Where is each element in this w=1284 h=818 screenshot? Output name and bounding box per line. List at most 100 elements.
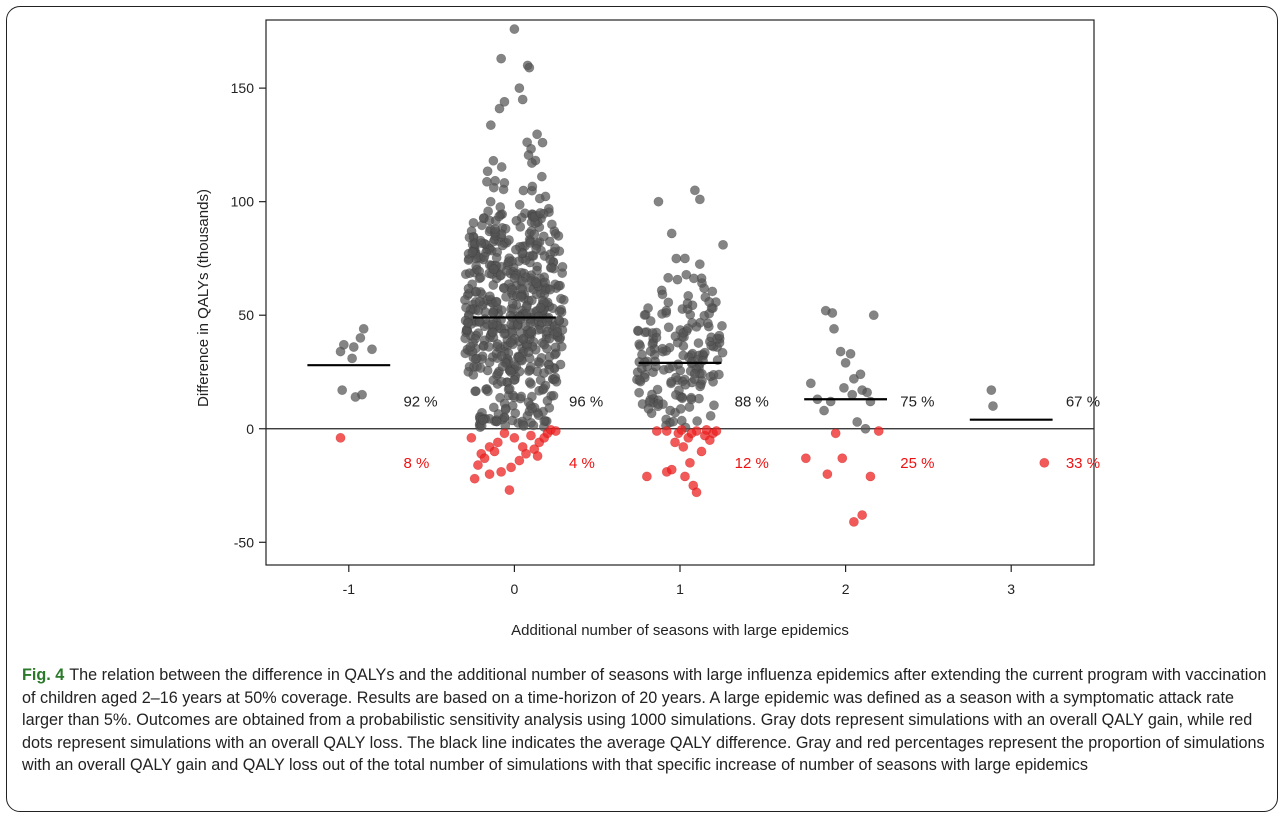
gain-point xyxy=(527,403,538,414)
gain-point xyxy=(518,421,529,431)
gain-point xyxy=(506,367,516,377)
gain-point xyxy=(533,410,544,421)
gain-point xyxy=(493,368,503,379)
gain-point xyxy=(699,283,709,294)
gain-point xyxy=(557,261,568,272)
loss-point xyxy=(822,469,833,480)
gain-point xyxy=(845,348,856,359)
gain-point xyxy=(496,162,507,172)
gain-percent-label: 75 % xyxy=(900,394,934,411)
loss-point xyxy=(711,426,722,436)
loss-point xyxy=(686,428,697,439)
gain-point xyxy=(692,416,703,426)
gain-point xyxy=(507,298,518,309)
gain-point xyxy=(518,333,529,344)
gain-point xyxy=(537,137,548,148)
loss-point xyxy=(680,471,690,482)
gain-point xyxy=(495,202,506,212)
gain-point xyxy=(478,414,488,425)
loss-point xyxy=(848,516,859,527)
gain-point xyxy=(470,333,481,344)
gain-point xyxy=(479,251,490,262)
plot-area: -50 0 50 100 150 -1 0 1 2 3 92 % 8 % 96 % 4 % 88 % 12 %… xyxy=(231,19,1100,597)
loss-point xyxy=(514,455,525,466)
loss-point xyxy=(517,442,528,452)
gain-point xyxy=(498,282,509,293)
gain-point xyxy=(663,322,674,333)
gain-point xyxy=(483,342,494,352)
gain-point xyxy=(488,402,499,413)
scatter-chart: -50 0 50 100 150 -1 0 1 2 3 92 % 8 % 96 % 4 % 88 % 12 %… xyxy=(195,19,1100,639)
y-tick-label: 150 xyxy=(231,80,255,96)
gain-point xyxy=(520,321,531,331)
gain-point xyxy=(539,368,549,378)
gain-point xyxy=(515,291,526,302)
gain-point xyxy=(805,378,816,389)
gain-point xyxy=(657,289,668,300)
gain-percent-label: 96 % xyxy=(569,394,603,411)
gain-percent-label: 88 % xyxy=(735,394,769,411)
gain-point xyxy=(633,325,643,336)
gain-point xyxy=(526,158,537,168)
gain-point xyxy=(357,389,367,400)
gain-point xyxy=(672,274,683,285)
gain-point xyxy=(499,96,510,107)
gain-point xyxy=(653,399,664,409)
gain-point xyxy=(504,256,515,267)
gain-point xyxy=(474,296,485,307)
gain-point xyxy=(860,423,871,434)
loss-percent-label: 12 % xyxy=(735,455,769,472)
gain-point xyxy=(645,346,656,357)
gain-point xyxy=(490,224,500,234)
gain-point xyxy=(666,228,677,239)
gain-point xyxy=(678,350,689,361)
gain-point xyxy=(531,278,542,288)
gain-point xyxy=(651,332,662,343)
gain-point xyxy=(509,273,520,284)
gain-point xyxy=(468,369,479,380)
x-axis-label: Additional number of seasons with large … xyxy=(511,622,849,639)
gain-point xyxy=(827,308,838,318)
y-axis-label: Difference in QALYs (thousands) xyxy=(195,189,212,407)
gain-point xyxy=(714,330,725,341)
loss-point xyxy=(800,453,811,464)
loss-point xyxy=(499,428,510,439)
caption-text: The relation between the difference in Q… xyxy=(22,666,1267,774)
loss-point xyxy=(335,432,346,443)
gain-point xyxy=(476,238,487,248)
gain-point xyxy=(460,333,471,344)
gain-point xyxy=(338,339,349,350)
loss-point xyxy=(676,424,687,435)
gain-point xyxy=(499,328,510,339)
gain-point xyxy=(683,323,693,334)
loss-percent-label: 8 % xyxy=(403,455,429,472)
gain-point xyxy=(544,402,555,413)
loss-point xyxy=(506,462,516,473)
gain-point xyxy=(496,305,507,316)
gain-point xyxy=(470,354,481,364)
gain-point xyxy=(686,394,697,405)
gain-point xyxy=(509,375,520,385)
gain-point xyxy=(695,381,706,392)
gain-point xyxy=(664,363,674,374)
gain-point xyxy=(524,62,535,73)
gain-point xyxy=(367,344,377,355)
gain-point xyxy=(347,353,358,364)
y-tick-label: 0 xyxy=(246,421,254,437)
loss-point xyxy=(532,451,543,461)
gain-point xyxy=(526,326,537,337)
gain-point xyxy=(848,373,859,384)
x-tick-label: -1 xyxy=(343,581,356,597)
gain-percent-label: 67 % xyxy=(1066,394,1100,411)
gain-point xyxy=(514,352,525,363)
gain-point xyxy=(645,316,656,326)
gain-point xyxy=(464,232,475,243)
gain-point xyxy=(829,323,839,334)
gain-point xyxy=(835,346,846,357)
loss-point xyxy=(857,510,868,520)
gain-point xyxy=(475,272,486,283)
gain-point xyxy=(544,236,555,247)
gain-point xyxy=(516,391,527,402)
gain-point xyxy=(510,408,521,419)
loss-point xyxy=(484,469,495,480)
